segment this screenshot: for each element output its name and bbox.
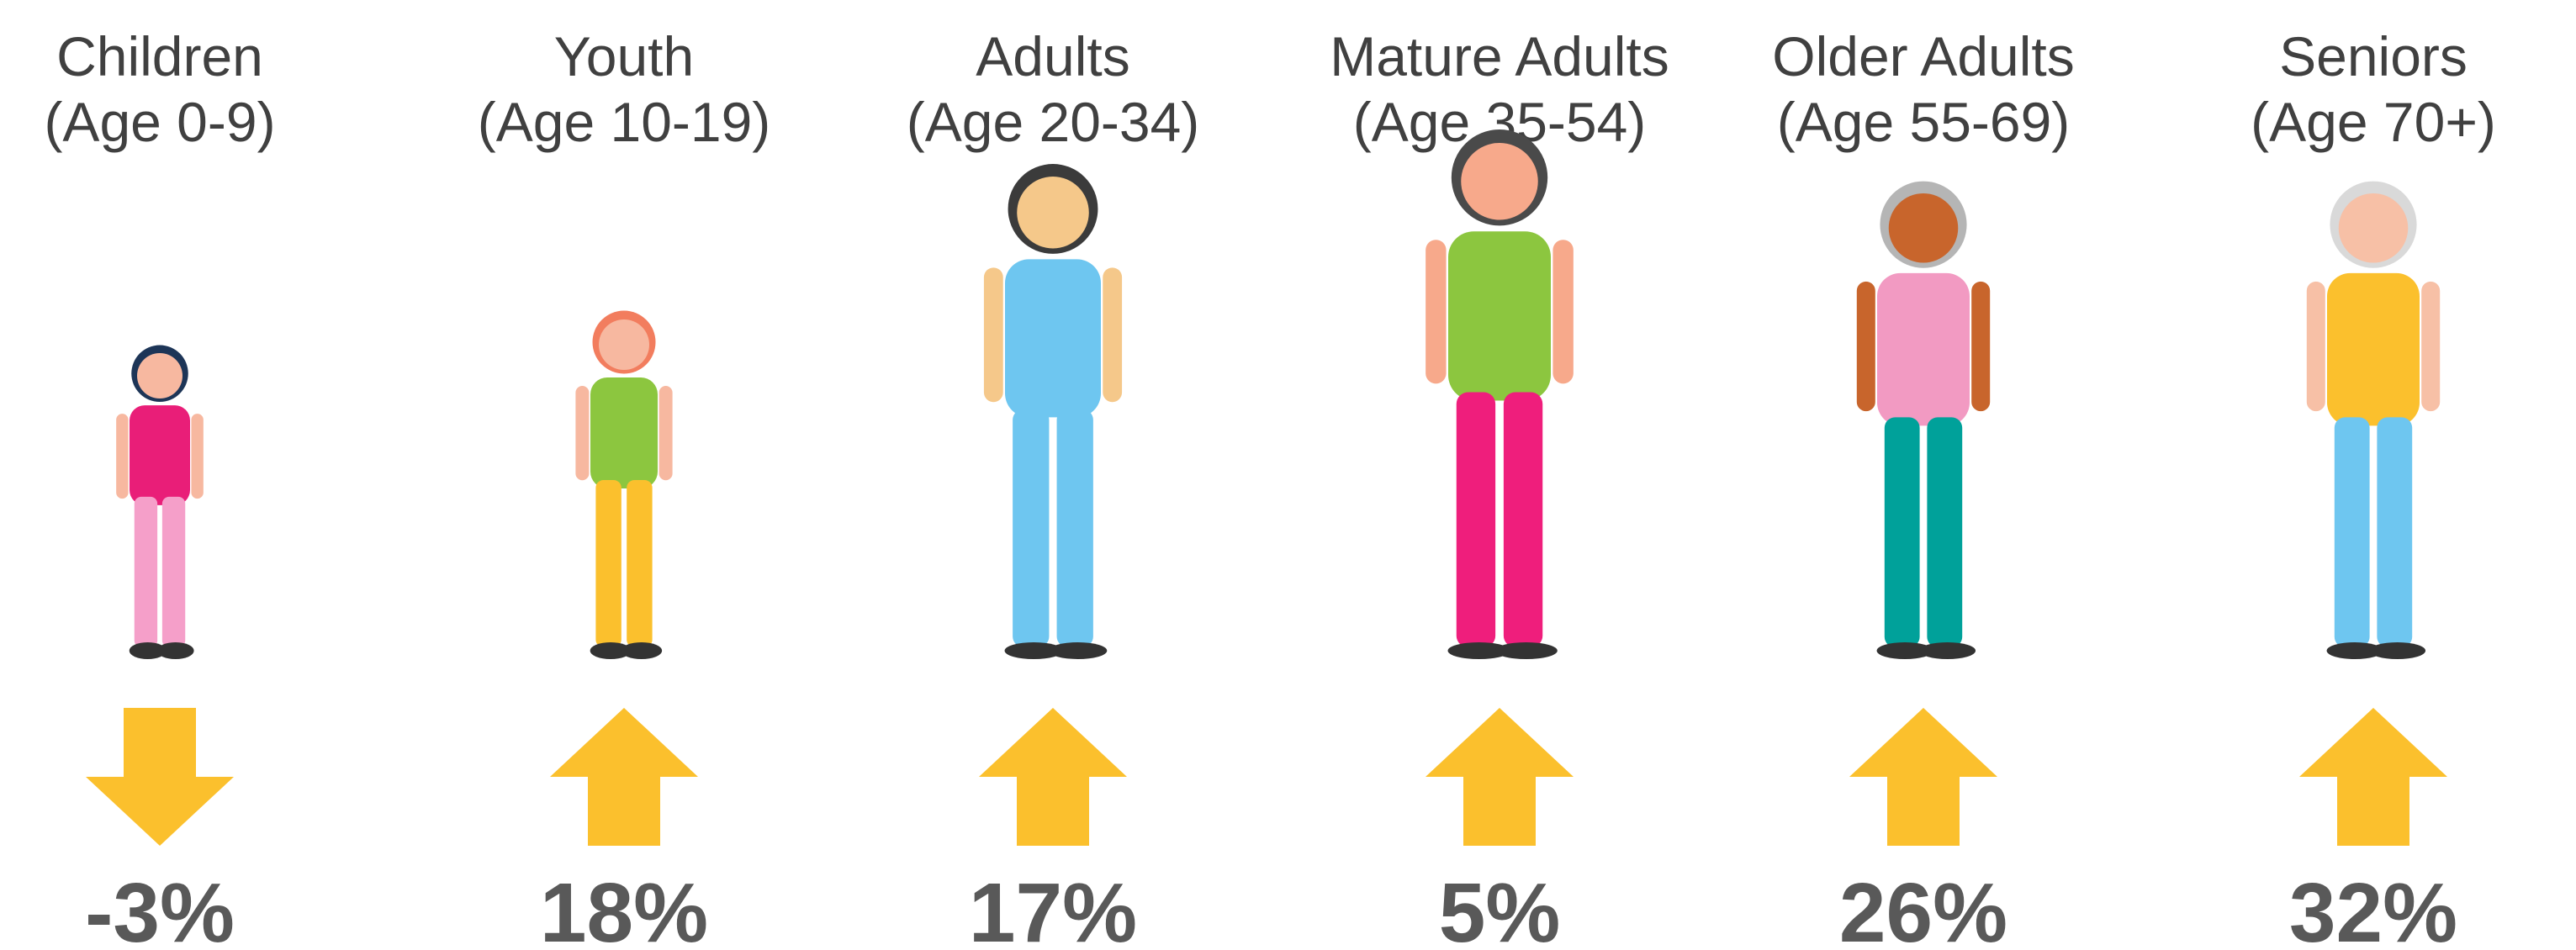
shoe: [1494, 642, 1558, 659]
shoe: [129, 642, 167, 659]
group-name: Adults: [976, 25, 1129, 87]
group-age: (Age 10-19): [478, 91, 771, 153]
head: [1461, 143, 1538, 220]
arm: [2306, 281, 2325, 412]
leg: [1013, 409, 1050, 647]
torso: [1448, 231, 1551, 401]
shoe: [2369, 642, 2426, 659]
group-age: (Age 70+): [2251, 91, 2496, 153]
group-name: Youth: [554, 25, 694, 87]
arm: [575, 386, 590, 481]
arrow-up: [979, 708, 1127, 846]
arm: [116, 414, 129, 499]
arrow-up: [1426, 708, 1574, 846]
shoe: [1876, 642, 1933, 659]
shoe: [590, 642, 632, 659]
arm: [659, 386, 673, 481]
leg: [627, 480, 653, 647]
leg: [1503, 392, 1543, 647]
torso: [2327, 272, 2420, 426]
head: [137, 353, 182, 398]
head: [599, 319, 649, 370]
age-group: Youth(Age 10-19) 18%: [478, 25, 771, 950]
torso: [1877, 272, 1970, 426]
change-value: 26%: [1839, 866, 2007, 950]
group-name: Seniors: [2279, 25, 2468, 87]
arrow-down: [86, 708, 234, 846]
leg: [1927, 417, 1963, 647]
leg: [134, 496, 158, 647]
shoe: [1048, 642, 1108, 659]
head: [1888, 193, 1959, 263]
torso: [1005, 259, 1101, 418]
leg: [1056, 409, 1093, 647]
group-name: Older Adults: [1772, 25, 2075, 87]
leg: [1456, 392, 1496, 647]
arrow-up: [1849, 708, 1997, 846]
age-group: Children(Age 0-9) -3%: [44, 25, 275, 950]
age-group: Mature Adults(Age 35-54)5%: [1330, 25, 1669, 950]
age-group: Seniors(Age 70+) 32%: [2251, 25, 2496, 950]
age-group: Adults(Age 20-34) 17%: [907, 25, 1200, 950]
arm: [1971, 281, 1991, 412]
change-value: 18%: [540, 866, 708, 950]
leg: [2334, 417, 2370, 647]
head: [1017, 177, 1089, 249]
leg: [595, 480, 622, 647]
arm: [1426, 240, 1447, 384]
arrow-up: [550, 708, 698, 846]
change-value: -3%: [85, 866, 235, 950]
group-name: Children: [56, 25, 263, 87]
group-age: (Age 55-69): [1777, 91, 2071, 153]
shoe: [2326, 642, 2383, 659]
group-name: Mature Adults: [1330, 25, 1669, 87]
change-value: 5%: [1439, 866, 1561, 950]
group-age: (Age 20-34): [907, 91, 1200, 153]
shoe: [156, 642, 194, 659]
shoe: [1447, 642, 1510, 659]
shoe: [621, 642, 663, 659]
arm: [1552, 240, 1574, 384]
head: [2338, 193, 2409, 263]
leg: [2377, 417, 2413, 647]
arm: [2421, 281, 2441, 412]
torso: [130, 405, 190, 505]
leg: [161, 496, 186, 647]
change-value: 32%: [2289, 866, 2457, 950]
arm: [191, 414, 204, 499]
arm: [983, 267, 1003, 403]
arrow-up: [2299, 708, 2447, 846]
torso: [590, 377, 658, 488]
change-value: 17%: [969, 866, 1137, 950]
leg: [1884, 417, 1920, 647]
arm: [1856, 281, 1875, 412]
shoe: [1919, 642, 1976, 659]
age-group: Older Adults(Age 55-69) 26%: [1772, 25, 2075, 950]
shoe: [1004, 642, 1063, 659]
group-age: (Age 0-9): [44, 91, 275, 153]
arm: [1103, 267, 1123, 403]
